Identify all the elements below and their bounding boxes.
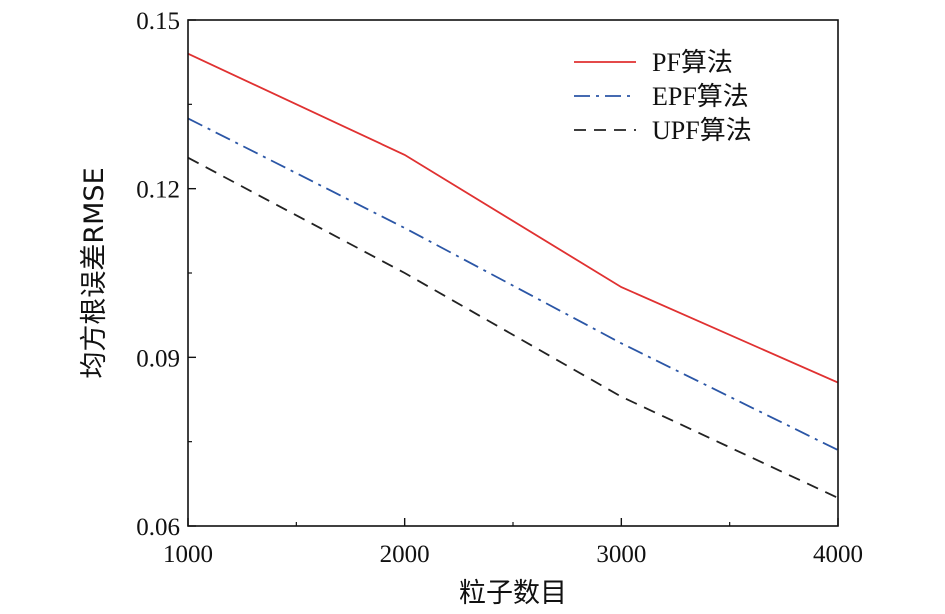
y-tick-label: 0.09 (136, 345, 180, 372)
x-tick-label: 4000 (813, 541, 863, 568)
x-axis-title: 粒子数目 (459, 578, 567, 609)
y-tick-label: 0.06 (136, 514, 180, 541)
legend: PF算法 EPF算法 UPF算法 (574, 48, 752, 145)
legend-label-2: EPF算法 (652, 82, 749, 111)
series-line-3 (187, 156, 839, 499)
series-line-2 (187, 117, 839, 451)
axis-ticks: 1000 2000 3000 4000 0.06 0.09 0.12 0.15 (136, 8, 863, 568)
x-tick-label: 1000 (163, 541, 213, 568)
x-tick-label: 3000 (596, 541, 646, 568)
legend-label-1: PF算法 (652, 48, 733, 77)
y-tick-label: 0.12 (136, 177, 180, 204)
x-tick-label: 2000 (380, 541, 430, 568)
legend-label-3: UPF算法 (652, 116, 752, 145)
series-line-1 (187, 52, 839, 384)
y-axis-title: 均方根误差RMSE (79, 167, 110, 378)
plot-area (187, 52, 839, 499)
y-tick-label: 0.15 (136, 8, 180, 35)
